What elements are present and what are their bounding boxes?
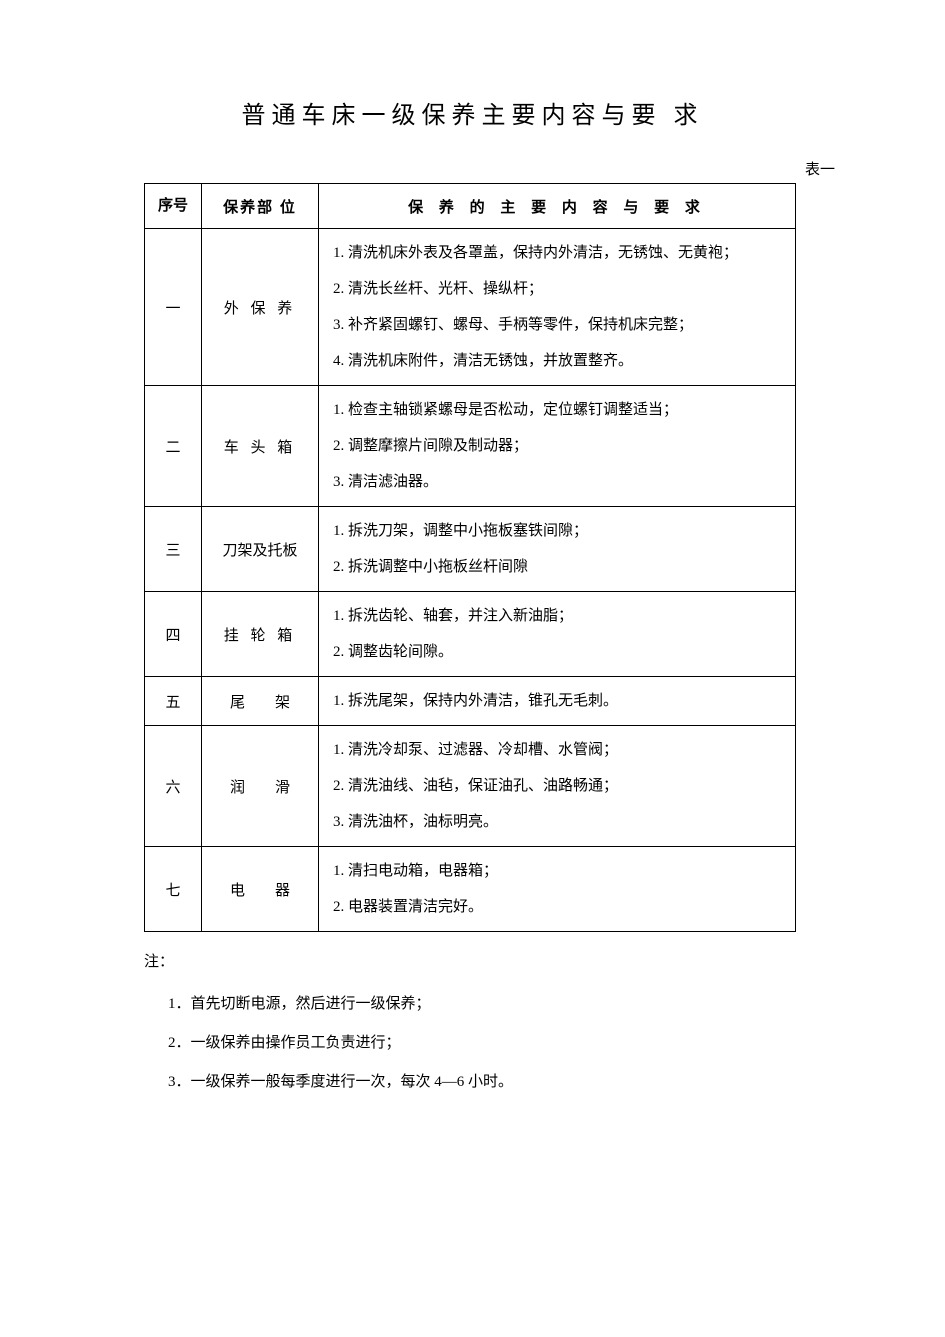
requirement-item: 1. 拆洗刀架，调整中小拖板塞铁间隙； [333, 513, 781, 549]
row-requirements: 1. 拆洗尾架，保持内外清洁，锥孔无毛刺。 [319, 677, 796, 726]
row-num: 五 [145, 677, 202, 726]
requirement-item: 1. 拆洗尾架，保持内外清洁，锥孔无毛刺。 [333, 683, 781, 719]
row-part: 挂 轮 箱 [202, 592, 319, 677]
requirement-item: 3. 清洁滤油器。 [333, 464, 781, 500]
row-requirements: 1. 清洗冷却泵、过滤器、冷却槽、水管阀；2. 清洗油线、油毡，保证油孔、油路畅… [319, 726, 796, 847]
row-num: 一 [145, 229, 202, 386]
table-row: 七电器1. 清扫电动箱，电器箱；2. 电器装置清洁完好。 [145, 847, 796, 932]
note-item: 1．首先切断电源，然后进行一级保养； [168, 985, 845, 1024]
requirement-item: 2. 清洗长丝杆、光杆、操纵杆； [333, 271, 781, 307]
row-requirements: 1. 拆洗刀架，调整中小拖板塞铁间隙；2. 拆洗调整中小拖板丝杆间隙 [319, 507, 796, 592]
table-header-row: 序号 保养部 位 保 养 的 主 要 内 容 与 要 求 [145, 184, 796, 229]
note-item: 2．一级保养由操作员工负责进行； [168, 1024, 845, 1063]
table-row: 六润滑1. 清洗冷却泵、过滤器、冷却槽、水管阀；2. 清洗油线、油毡，保证油孔、… [145, 726, 796, 847]
notes-list: 1．首先切断电源，然后进行一级保养；2．一级保养由操作员工负责进行；3．一级保养… [144, 985, 845, 1102]
row-requirements: 1. 拆洗齿轮、轴套，并注入新油脂；2. 调整齿轮间隙。 [319, 592, 796, 677]
note-item: 3．一级保养一般每季度进行一次，每次 4—6 小时。 [168, 1063, 845, 1102]
table-label: 表一 [100, 158, 845, 179]
requirement-item: 2. 拆洗调整中小拖板丝杆间隙 [333, 549, 781, 585]
col-header-part: 保养部 位 [202, 184, 319, 229]
row-part: 润滑 [202, 726, 319, 847]
requirement-item: 2. 调整摩擦片间隙及制动器； [333, 428, 781, 464]
requirement-item: 1. 拆洗齿轮、轴套，并注入新油脂； [333, 598, 781, 634]
row-requirements: 1. 清洗机床外表及各罩盖，保持内外清洁，无锈蚀、无黄袍；2. 清洗长丝杆、光杆… [319, 229, 796, 386]
row-num: 四 [145, 592, 202, 677]
page: 普通车床一级保养主要内容与要 求 表一 序号 保养部 位 保 养 的 主 要 内… [0, 0, 945, 1182]
requirement-item: 1. 检查主轴锁紧螺母是否松动，定位螺钉调整适当； [333, 392, 781, 428]
requirement-item: 1. 清洗冷却泵、过滤器、冷却槽、水管阀； [333, 732, 781, 768]
table-row: 五尾架 1. 拆洗尾架，保持内外清洁，锥孔无毛刺。 [145, 677, 796, 726]
requirement-item: 3. 清洗油杯，油标明亮。 [333, 804, 781, 840]
table-row: 四挂 轮 箱1. 拆洗齿轮、轴套，并注入新油脂；2. 调整齿轮间隙。 [145, 592, 796, 677]
row-part: 尾架 [202, 677, 319, 726]
requirement-item: 1. 清扫电动箱，电器箱； [333, 853, 781, 889]
maintenance-table: 序号 保养部 位 保 养 的 主 要 内 容 与 要 求 一外 保 养1. 清洗… [144, 183, 796, 932]
requirement-item: 2. 调整齿轮间隙。 [333, 634, 781, 670]
row-part: 外 保 养 [202, 229, 319, 386]
table-row: 二车 头 箱1. 检查主轴锁紧螺母是否松动，定位螺钉调整适当；2. 调整摩擦片间… [145, 386, 796, 507]
row-num: 七 [145, 847, 202, 932]
row-part: 电器 [202, 847, 319, 932]
requirement-item: 2. 清洗油线、油毡，保证油孔、油路畅通； [333, 768, 781, 804]
col-header-req: 保 养 的 主 要 内 容 与 要 求 [319, 184, 796, 229]
col-header-num: 序号 [145, 184, 202, 229]
row-part: 刀架及托板 [202, 507, 319, 592]
row-num: 二 [145, 386, 202, 507]
row-part: 车 头 箱 [202, 386, 319, 507]
requirement-item: 2. 电器装置清洁完好。 [333, 889, 781, 925]
notes-heading: 注： [144, 950, 845, 971]
row-requirements: 1. 检查主轴锁紧螺母是否松动，定位螺钉调整适当；2. 调整摩擦片间隙及制动器；… [319, 386, 796, 507]
table-row: 三刀架及托板1. 拆洗刀架，调整中小拖板塞铁间隙；2. 拆洗调整中小拖板丝杆间隙 [145, 507, 796, 592]
row-num: 三 [145, 507, 202, 592]
requirement-item: 4. 清洗机床附件，清洁无锈蚀，并放置整齐。 [333, 343, 781, 379]
row-requirements: 1. 清扫电动箱，电器箱；2. 电器装置清洁完好。 [319, 847, 796, 932]
page-title: 普通车床一级保养主要内容与要 求 [100, 95, 845, 130]
row-num: 六 [145, 726, 202, 847]
notes-section: 注： 1．首先切断电源，然后进行一级保养；2．一级保养由操作员工负责进行；3．一… [144, 950, 845, 1102]
table-row: 一外 保 养1. 清洗机床外表及各罩盖，保持内外清洁，无锈蚀、无黄袍；2. 清洗… [145, 229, 796, 386]
requirement-item: 1. 清洗机床外表及各罩盖，保持内外清洁，无锈蚀、无黄袍； [333, 235, 781, 271]
requirement-item: 3. 补齐紧固螺钉、螺母、手柄等零件，保持机床完整； [333, 307, 781, 343]
